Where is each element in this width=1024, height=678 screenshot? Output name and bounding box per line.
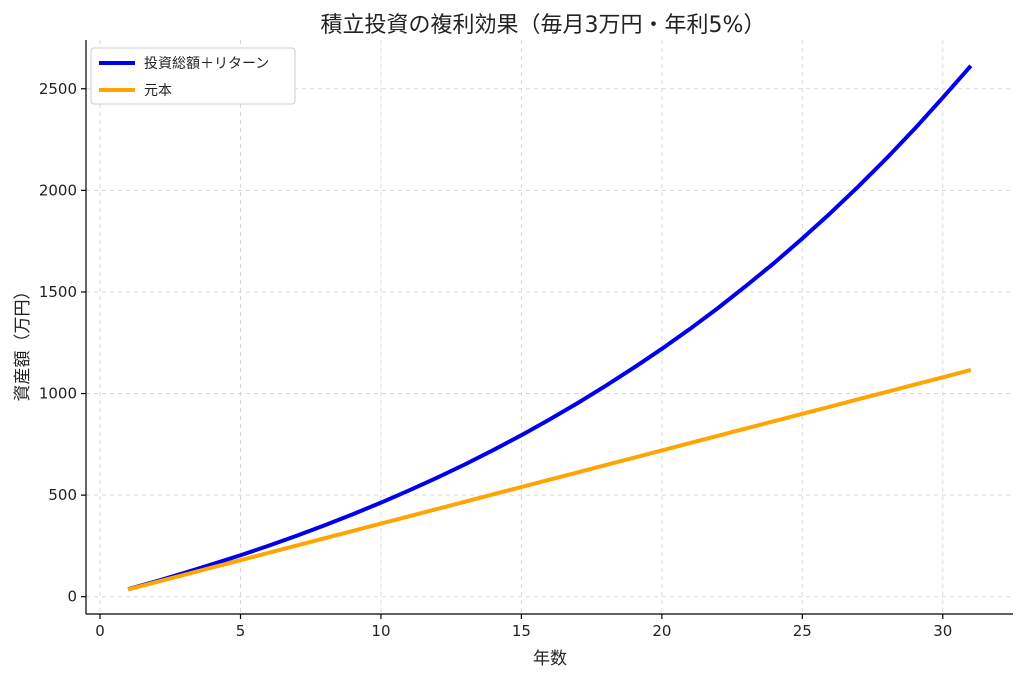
legend-label-total: 投資総額＋リターン — [144, 56, 269, 72]
series-line-principal — [127, 368, 972, 592]
ticks: 0 5 10 15 20 25 30 0 500 1000 1500 2000 2500 — [39, 80, 953, 640]
x-tick-label: 30 — [933, 622, 952, 640]
x-tick-label: 10 — [371, 622, 390, 640]
legend-box — [90, 47, 296, 105]
x-tick-label: 5 — [236, 622, 246, 640]
series-line-total — [127, 64, 973, 592]
y-tick-label: 2500 — [39, 80, 77, 98]
y-tick-label: 500 — [48, 486, 77, 504]
series-lines — [127, 64, 973, 592]
y-tick-label: 1500 — [39, 283, 77, 301]
x-tick-label: 0 — [95, 622, 105, 640]
legend-label-principal: 元本 — [144, 83, 172, 99]
axes — [85, 40, 1013, 615]
grid — [86, 40, 1013, 614]
x-tick-label: 15 — [512, 622, 531, 640]
chart-title: 積立投資の複利効果（毎月3万円・年利5%） — [321, 13, 766, 38]
y-tick-label: 2000 — [39, 181, 77, 199]
x-axis-title: 年数 — [533, 649, 567, 669]
x-tick-label: 25 — [793, 622, 812, 640]
y-tick-label: 1000 — [39, 385, 77, 403]
y-axis-title: 資産額（万円） — [13, 283, 33, 402]
legend: 投資総額＋リターン 元本 — [90, 47, 296, 105]
x-tick-label: 20 — [652, 622, 671, 640]
y-tick-label: 0 — [67, 588, 77, 606]
